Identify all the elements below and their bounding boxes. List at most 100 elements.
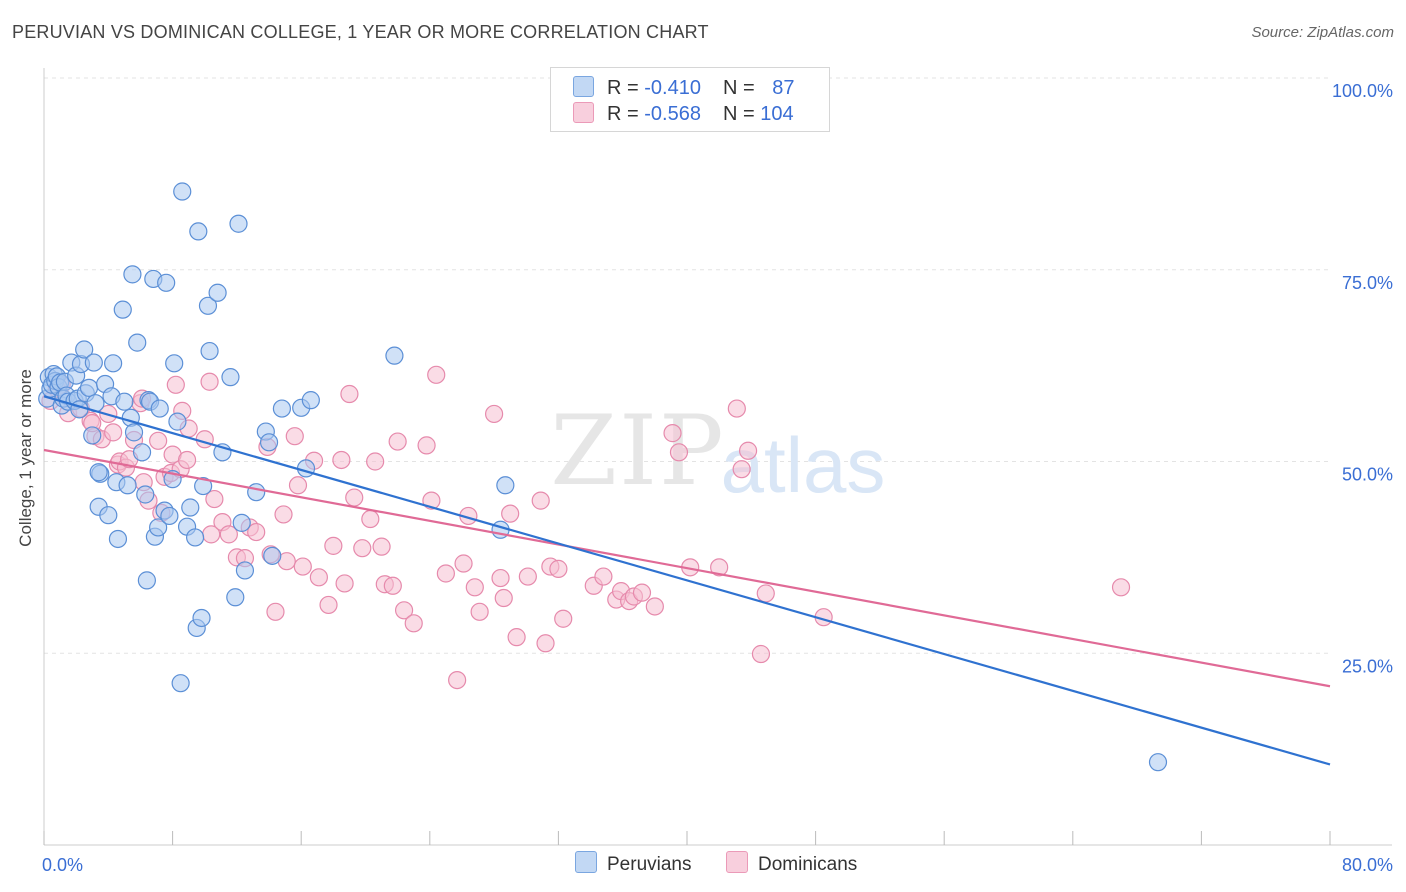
dominicans-point: [756, 584, 775, 603]
dominicans-point: [288, 476, 308, 495]
y-tick-label: 75.0%: [1342, 273, 1393, 293]
peruvians-point: [75, 340, 94, 359]
dominicans-point: [149, 431, 168, 450]
dominicans-point: [751, 644, 771, 664]
peruvians-point: [150, 399, 169, 418]
dominicans-point: [669, 443, 689, 462]
peruvians-point: [171, 674, 190, 693]
peruvians-point: [136, 485, 155, 504]
peruvians-point: [235, 561, 255, 580]
dominicans-point: [166, 375, 185, 394]
peruvians-point: [301, 391, 320, 410]
peruvians-point: [165, 354, 184, 373]
dominicans-point: [247, 522, 266, 542]
dominicans-point: [518, 567, 537, 586]
watermark: ZIP atlas: [550, 395, 885, 509]
peruvians-legend-swatch: [575, 851, 597, 873]
peruvians-point: [123, 265, 142, 284]
dominicans-point: [205, 489, 224, 509]
chart-source: Source: ZipAtlas.com: [1251, 24, 1394, 41]
trend-lines: [43, 395, 1331, 766]
dominicans-point: [727, 399, 746, 418]
dominicans-point: [345, 488, 364, 507]
peruvians-point: [181, 498, 200, 517]
axes: [43, 68, 1392, 846]
dominicans-point: [507, 628, 526, 647]
y-tick-label: 50.0%: [1342, 465, 1393, 485]
dominicans-point: [319, 595, 338, 615]
dominicans-point: [436, 564, 455, 583]
x-tick-label: 0.0%: [42, 855, 83, 875]
peruvians-trend-line: [43, 395, 1331, 766]
peruvians-point: [232, 513, 251, 532]
peruvians-point: [168, 412, 187, 431]
peruvians-point: [186, 528, 205, 547]
dominicans-point: [417, 436, 436, 455]
stats-legend: R = -0.410 N = 87 R = -0.568 N = 104: [550, 67, 830, 132]
dominicans-legend-swatch: [726, 851, 748, 873]
peruvians-point: [83, 426, 102, 445]
y-tick-label: 25.0%: [1342, 656, 1393, 676]
peruvians-point: [259, 433, 279, 452]
dominicans-point: [710, 558, 729, 577]
dominicans-point: [501, 504, 520, 523]
peruvians-point: [149, 518, 168, 537]
dominicans-point: [340, 384, 359, 404]
peruvians-point: [160, 506, 179, 526]
peruvians-swatch: [573, 76, 594, 97]
dominicans-point: [200, 372, 219, 391]
dominicans-point: [738, 441, 758, 460]
peruvians-points: [38, 182, 1168, 772]
dominicans-point: [383, 576, 402, 595]
peruvians-point: [189, 222, 208, 241]
dominicans-point: [266, 602, 285, 621]
dominicans-point: [285, 427, 304, 446]
dominicans-point: [494, 588, 513, 608]
tick-labels: 25.0% 50.0% 75.0% 100.0% 0.0% 80.0%: [42, 81, 1393, 875]
dominicans-point: [177, 450, 197, 470]
bottom-legend-peruvians: Peruvians: [575, 851, 692, 876]
dominicans-legend-label: Dominicans: [758, 854, 858, 875]
peruvians-point: [272, 399, 292, 418]
peruvians-point: [192, 608, 211, 628]
dominicans-swatch: [573, 102, 594, 123]
legend-n-label: N =: [722, 103, 761, 125]
bottom-legend-dominicans: Dominicans: [726, 851, 857, 876]
dominicans-point: [470, 602, 489, 621]
peruvians-point: [221, 368, 240, 387]
dominicans-point: [454, 554, 473, 573]
dominicans-point: [531, 491, 550, 510]
peruvians-point: [132, 443, 152, 462]
legend-r-label: R =: [607, 103, 645, 125]
dominicans-point: [332, 450, 351, 470]
dominicans-point: [1111, 578, 1131, 597]
dominicans-point: [388, 432, 407, 451]
legend-row-dominicans: R = -0.568 N = 104: [573, 102, 794, 126]
legend-r-label: R =: [607, 77, 645, 99]
dominicans-point: [549, 559, 568, 578]
dominicans-point: [632, 583, 652, 602]
dominicans-point: [394, 601, 414, 620]
dominicans-point: [554, 609, 573, 628]
peruvians-point: [104, 354, 123, 373]
dominicans-r-value: -0.568: [644, 103, 701, 125]
peruvians-point: [128, 333, 147, 352]
dominicans-point: [219, 525, 238, 544]
watermark-zip: ZIP: [550, 395, 725, 507]
peruvians-point: [200, 341, 219, 361]
dominicans-point: [353, 539, 372, 558]
peruvians-point: [229, 214, 248, 233]
peruvians-point: [115, 392, 134, 411]
chart-title: PERUVIAN VS DOMINICAN COLLEGE, 1 YEAR OR…: [12, 22, 709, 42]
dominicans-point: [645, 597, 664, 616]
dominicans-point: [195, 430, 214, 449]
dominicans-point: [104, 423, 123, 442]
dominicans-point: [536, 634, 555, 653]
dominicans-n-value: 104: [760, 103, 794, 125]
peruvians-point: [157, 273, 176, 292]
peruvians-point: [263, 546, 282, 565]
y-tick-label: 100.0%: [1332, 81, 1393, 101]
dominicans-point: [485, 404, 504, 424]
dominicans-point: [309, 568, 328, 587]
